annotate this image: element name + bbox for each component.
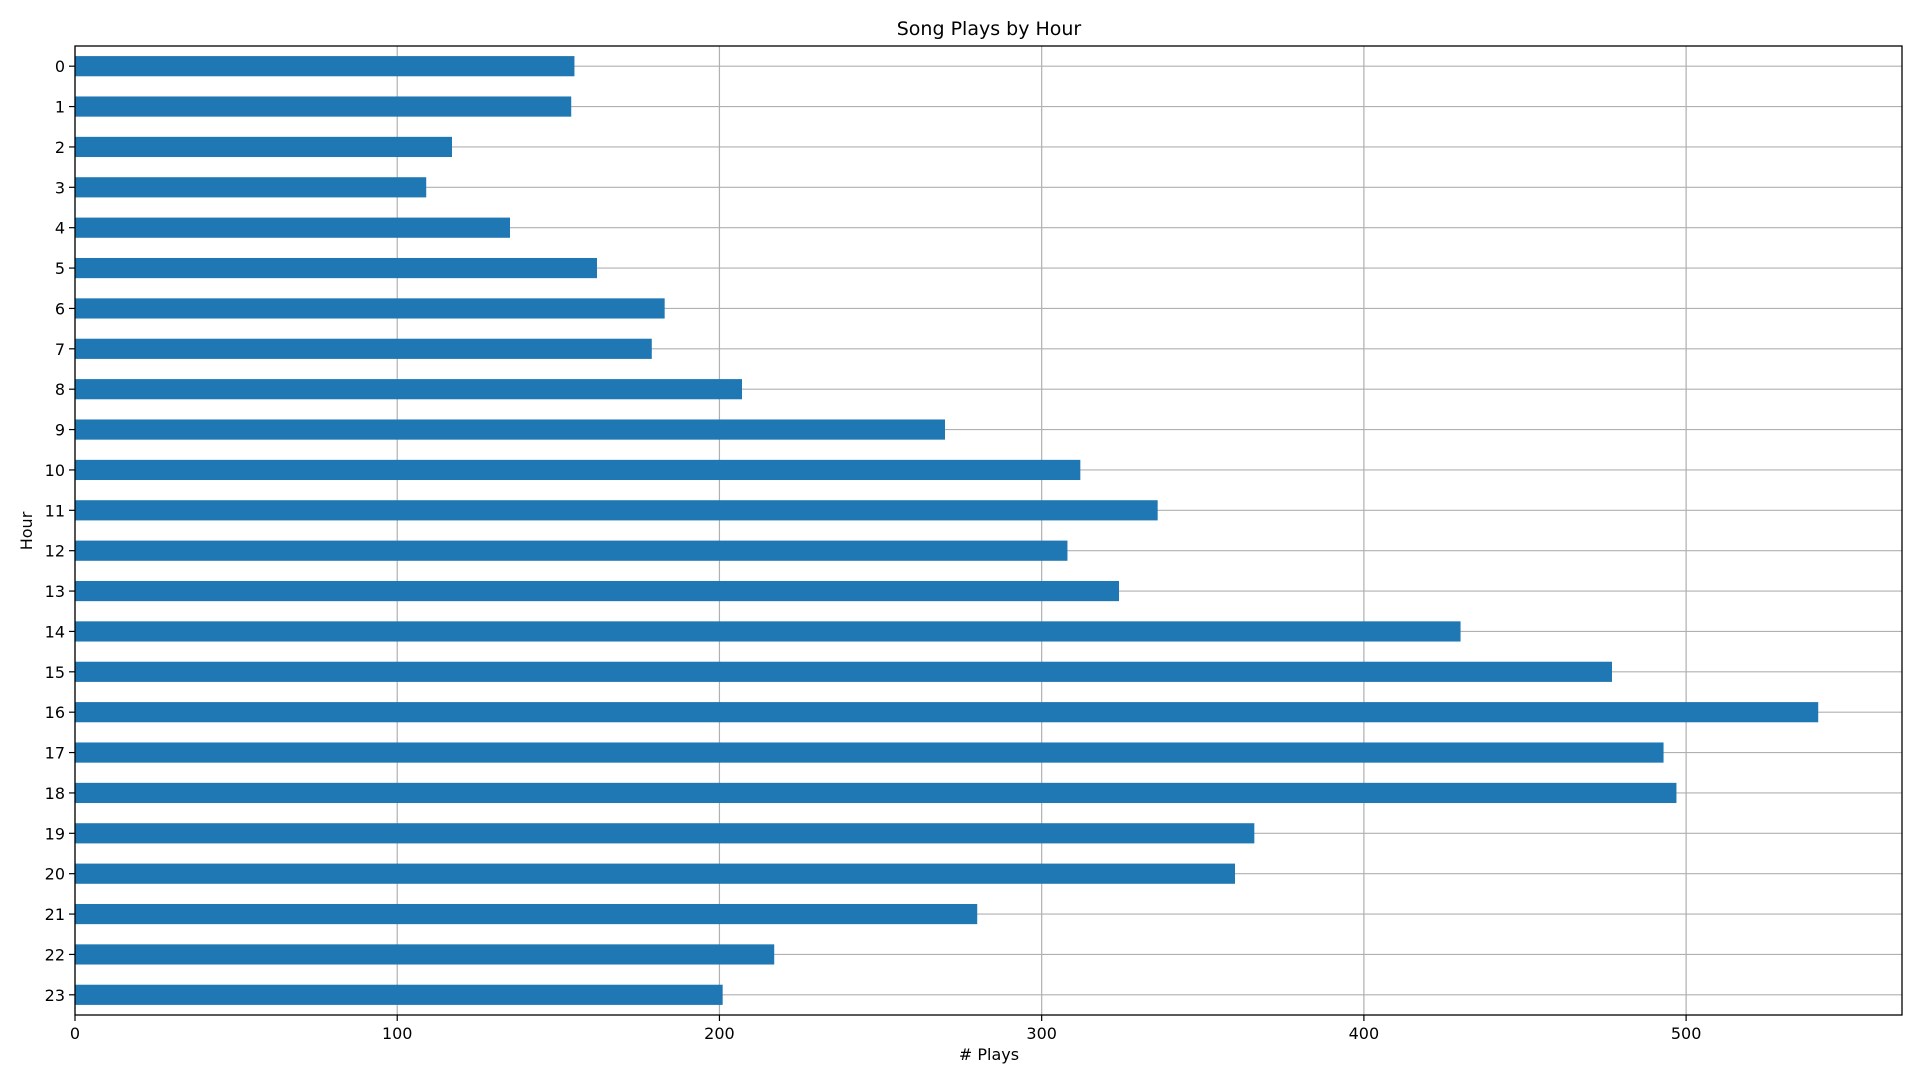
x-tick-label: 0 bbox=[70, 1024, 80, 1043]
chart-title: Song Plays by Hour bbox=[897, 18, 1082, 40]
plot-frame bbox=[74, 45, 1903, 1016]
y-tick-label: 6 bbox=[55, 299, 65, 318]
bar-hour-23 bbox=[75, 984, 723, 1005]
y-tick-label: 21 bbox=[45, 905, 65, 924]
bar-hour-0 bbox=[75, 56, 575, 77]
y-tick-label: 5 bbox=[55, 259, 65, 278]
bar-hour-4 bbox=[75, 217, 510, 238]
bar-hour-20 bbox=[75, 863, 1235, 884]
bar-hour-8 bbox=[75, 379, 742, 400]
bar-hour-19 bbox=[75, 823, 1255, 844]
x-tick-label: 100 bbox=[382, 1024, 413, 1043]
x-tick-label: 200 bbox=[704, 1024, 735, 1043]
bar-hour-13 bbox=[75, 580, 1119, 602]
y-tick-label: 9 bbox=[55, 421, 65, 440]
y-tick-label: 20 bbox=[45, 865, 65, 884]
bar-hour-6 bbox=[75, 298, 665, 319]
bar-hour-17 bbox=[75, 742, 1664, 763]
y-tick-label: 23 bbox=[45, 986, 65, 1005]
y-tick-label: 13 bbox=[45, 582, 65, 601]
y-tick-label: 14 bbox=[45, 622, 65, 641]
bar-hour-16 bbox=[75, 702, 1819, 723]
bar-hour-2 bbox=[75, 136, 452, 158]
bar-hour-10 bbox=[75, 459, 1081, 481]
y-tick-label: 4 bbox=[55, 219, 65, 238]
x-tick-label: 500 bbox=[1671, 1024, 1702, 1043]
bar-hour-5 bbox=[75, 257, 597, 279]
bar-hour-14 bbox=[75, 621, 1461, 642]
bar-hour-3 bbox=[75, 177, 427, 198]
x-axis-ticks: 0 100 200 300 400 500 bbox=[70, 1015, 1701, 1043]
y-tick-label: 8 bbox=[55, 380, 65, 399]
x-axis-label: # Plays bbox=[959, 1045, 1019, 1064]
y-tick-label: 10 bbox=[45, 461, 65, 480]
y-axis-label: Hour bbox=[17, 511, 36, 550]
y-tick-label: 3 bbox=[55, 178, 65, 197]
y-tick-label: 19 bbox=[45, 824, 65, 843]
bar-hour-18 bbox=[75, 782, 1677, 804]
bar-hour-15 bbox=[75, 661, 1612, 682]
y-tick-label: 12 bbox=[45, 542, 65, 561]
bars bbox=[75, 56, 1819, 1005]
y-tick-label: 0 bbox=[55, 57, 65, 76]
y-tick-label: 17 bbox=[45, 744, 65, 763]
y-tick-label: 15 bbox=[45, 663, 65, 682]
y-tick-label: 11 bbox=[45, 501, 65, 520]
bar-hour-7 bbox=[75, 338, 652, 359]
y-tick-label: 2 bbox=[55, 138, 65, 157]
bar-hour-22 bbox=[75, 944, 775, 965]
x-tick-label: 400 bbox=[1349, 1024, 1380, 1043]
y-tick-label: 18 bbox=[45, 784, 65, 803]
y-tick-label: 16 bbox=[45, 703, 65, 722]
y-tick-label: 1 bbox=[55, 98, 65, 117]
y-tick-label: 7 bbox=[55, 340, 65, 359]
y-tick-label: 22 bbox=[45, 945, 65, 964]
bar-hour-11 bbox=[75, 500, 1158, 521]
bar-hour-21 bbox=[75, 903, 978, 925]
x-tick-label: 300 bbox=[1026, 1024, 1057, 1043]
bar-hour-12 bbox=[75, 540, 1068, 561]
bar-hour-9 bbox=[75, 419, 945, 440]
bar-hour-1 bbox=[75, 96, 572, 117]
